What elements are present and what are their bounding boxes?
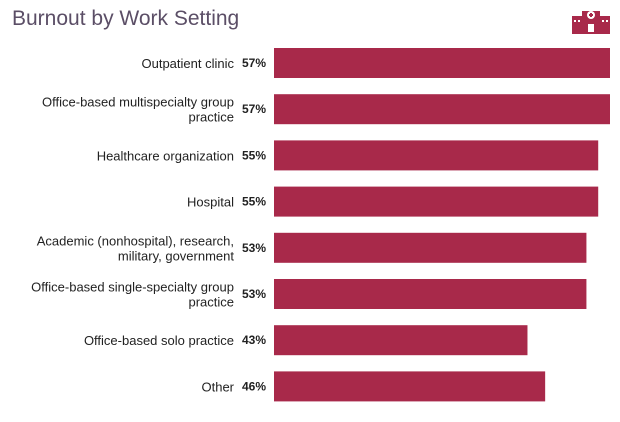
bar — [274, 371, 546, 402]
value-label: 55% — [242, 195, 266, 209]
category-label: Hospital — [187, 195, 234, 210]
bar — [274, 186, 599, 217]
value-label: 46% — [242, 379, 266, 393]
bar — [274, 94, 610, 125]
value-label: 53% — [242, 241, 266, 255]
category-label: practice — [188, 295, 234, 310]
value-label: 55% — [242, 148, 266, 162]
category-label: military, government — [118, 248, 234, 263]
bar — [274, 140, 599, 171]
chart-title: Burnout by Work Setting — [12, 7, 240, 30]
value-label: 57% — [242, 56, 266, 70]
category-label: practice — [188, 110, 234, 125]
bar — [274, 279, 587, 309]
hospital-icon — [572, 11, 610, 34]
category-label: Other — [201, 379, 234, 394]
category-label: Healthcare organization — [97, 148, 234, 163]
bar — [274, 232, 587, 263]
category-label: Office-based single-specialty group — [31, 280, 234, 295]
bar — [274, 325, 528, 356]
value-label: 57% — [242, 102, 266, 116]
bar — [274, 48, 610, 78]
category-label: Outpatient clinic — [142, 56, 235, 71]
value-label: 53% — [242, 287, 266, 301]
category-label: Academic (nonhospital), research, — [37, 233, 234, 248]
value-label: 43% — [242, 333, 266, 347]
category-label: Office-based multispecialty group — [42, 95, 234, 110]
category-label: Office-based solo practice — [84, 333, 234, 348]
